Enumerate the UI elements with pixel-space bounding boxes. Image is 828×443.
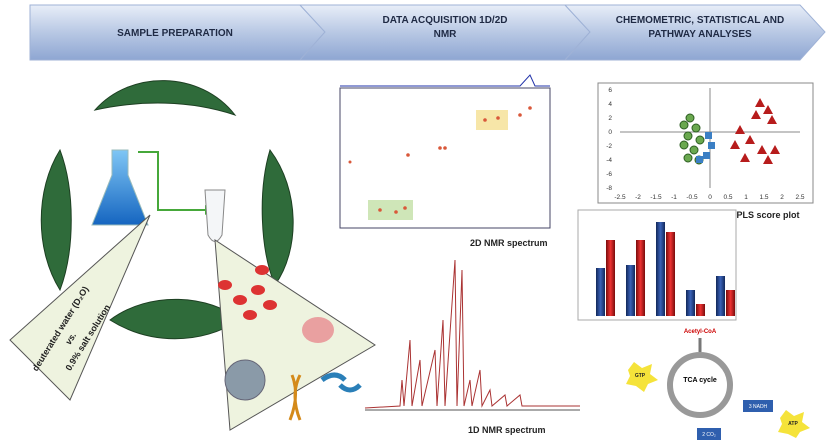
- projection: [340, 74, 550, 87]
- plot-frame: [597, 82, 814, 204]
- cross-peaks: [348, 106, 532, 214]
- arrow: [138, 151, 205, 211]
- x-tick-label: 2.5: [795, 194, 804, 201]
- marker: [703, 152, 710, 159]
- gtp: GTP: [635, 373, 646, 379]
- marker: [740, 153, 750, 162]
- dna: [288, 374, 302, 421]
- y-tick-label: 0: [608, 129, 612, 136]
- cells: [224, 359, 266, 401]
- x-tick-label: -2.5: [614, 194, 626, 201]
- co2: 2 CO₂: [702, 432, 716, 438]
- acetyl-coa: Acetyl-CoA: [684, 329, 717, 335]
- marker: [767, 115, 777, 124]
- caption: PCA/OPLS score plot: [708, 210, 800, 220]
- y-tick-label: 4: [608, 101, 612, 108]
- marker: [755, 98, 765, 107]
- x-tick-label: 1: [744, 194, 748, 201]
- x-tick-label: 0: [708, 194, 712, 201]
- marker: [708, 142, 715, 149]
- x-tick-label: -1: [671, 194, 677, 201]
- x-tick-label: 1.5: [759, 194, 768, 201]
- marker: [695, 135, 705, 145]
- x-tick-label: -2: [635, 194, 641, 201]
- callout: [9, 214, 151, 401]
- spectrum-1d: [364, 259, 580, 409]
- marker: [751, 110, 761, 119]
- leaf: [261, 148, 294, 287]
- leaves: [40, 80, 294, 340]
- step-arrow: [563, 4, 826, 61]
- flask: [91, 149, 149, 226]
- marker: [745, 135, 755, 144]
- marker: [685, 113, 695, 123]
- caption: 1D NMR spectrum: [468, 425, 546, 435]
- marker: [705, 132, 712, 139]
- marker: [683, 131, 693, 141]
- brain: [302, 317, 334, 343]
- marker: [691, 123, 701, 133]
- nadh: 3 NADH: [749, 404, 768, 410]
- x-tick-label: 0.5: [723, 194, 732, 201]
- y-tick-label: -6: [606, 171, 612, 178]
- y-tick-label: -8: [606, 185, 612, 192]
- blood-cells: [218, 265, 277, 320]
- step-box: DATA ACQUISITION 1D/2D NMR: [382, 15, 508, 40]
- co2-box: [697, 428, 721, 440]
- marker: [679, 120, 689, 130]
- highlight: [368, 200, 413, 220]
- marker: [730, 140, 740, 149]
- marker: [689, 145, 699, 155]
- marker: [763, 155, 773, 164]
- y-tick-label: 2: [608, 115, 612, 122]
- y-tick-label: -4: [606, 157, 612, 164]
- cycle-ring: [667, 352, 733, 418]
- bars: [596, 222, 735, 316]
- tube: [204, 189, 226, 242]
- step-label: CHEMOMETRIC, STATISTICAL AND PATHWAY ANA…: [615, 15, 785, 40]
- step-box: CHEMOMETRIC, STATISTICAL AND PATHWAY ANA…: [615, 15, 785, 40]
- y-tick-label: -2: [606, 143, 612, 150]
- marker: [679, 140, 689, 150]
- marker: [770, 145, 780, 154]
- atp: ATP: [788, 421, 798, 427]
- x-tick-label: -1.5: [650, 194, 662, 201]
- marker: [683, 153, 693, 163]
- burst: [778, 410, 810, 438]
- step-label: DATA ACQUISITION 1D/2D NMR: [382, 15, 508, 40]
- step-label: SAMPLE PREPARATION: [117, 28, 233, 39]
- bacteria: [320, 372, 362, 393]
- highlight: [476, 110, 508, 130]
- burst: [626, 362, 658, 392]
- pca-plot: -2.5 -2 -1.5 -1 -0.5 0 0.5 1 1.5 2 2.5 6 4 2 0 -2 -4 -6 -8: [597, 82, 814, 204]
- workflow-banner: SAMPLE PREPARATION DATA ACQUISITION 1D/2…: [29, 4, 826, 61]
- marker: [757, 145, 767, 154]
- nadh-box: [743, 400, 773, 412]
- leaf: [93, 80, 237, 116]
- marker: [763, 105, 773, 114]
- x-tick-label: 2: [780, 194, 784, 201]
- cycle-label: TCA cycle: [683, 377, 717, 384]
- marker: [735, 125, 745, 134]
- y-tick-label: 6: [608, 87, 612, 94]
- x-tick-label: -0.5: [686, 194, 698, 201]
- leaf: [40, 148, 72, 292]
- caption: 2D NMR spectrum: [470, 238, 548, 248]
- marker: [696, 156, 703, 163]
